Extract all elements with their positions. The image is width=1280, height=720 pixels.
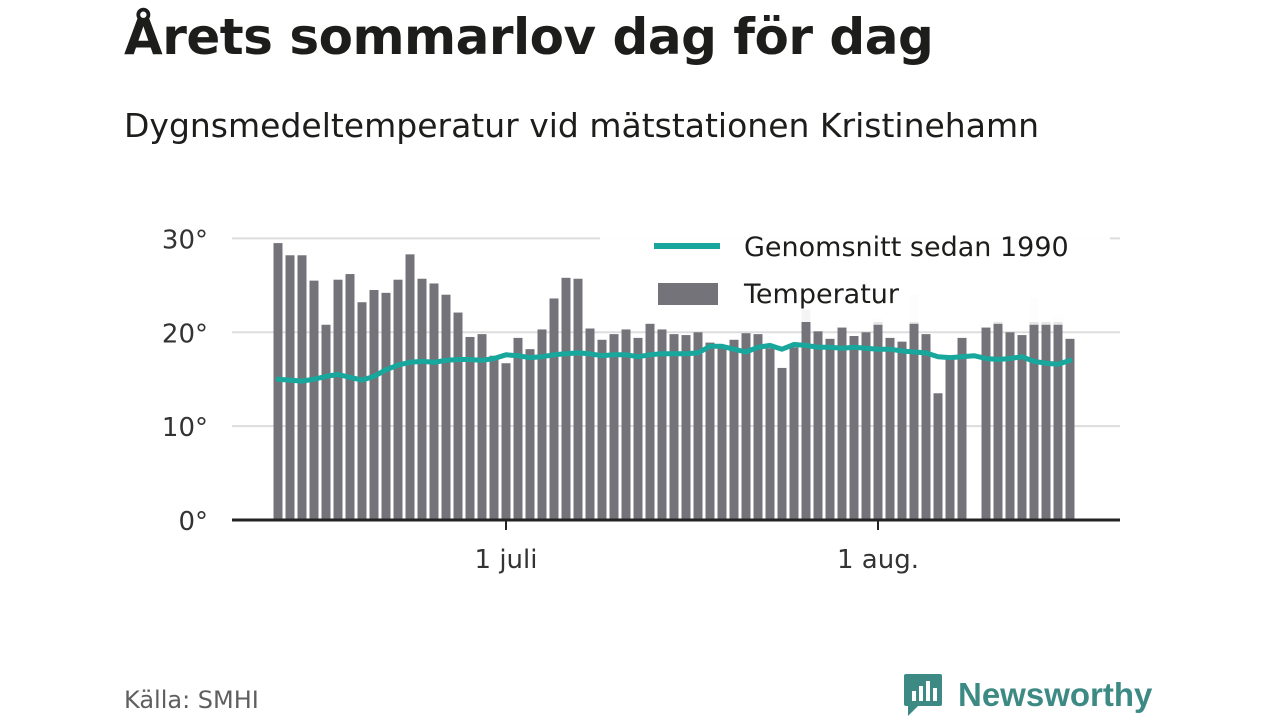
temperature-bar [633, 337, 643, 520]
temperature-bar [333, 279, 343, 520]
temperature-bar [597, 339, 607, 520]
temperature-bar [381, 292, 391, 520]
y-axis-ticks: 0° 10° 20° 30° [162, 225, 208, 537]
temperature-bar [705, 342, 715, 520]
legend: Genomsnitt sedan 1990 Temperatur [600, 222, 1110, 322]
temperature-bar [501, 363, 511, 520]
temperature-bar [789, 347, 799, 520]
temperature-bar [405, 254, 415, 520]
temperature-bar [777, 367, 787, 520]
temperature-bar [729, 339, 739, 520]
x-tick-label: 1 juli [475, 545, 538, 575]
temperature-bar [369, 290, 379, 520]
temperature-bar [285, 255, 295, 520]
temperature-bar [1065, 338, 1075, 520]
temperature-bar [1005, 332, 1015, 520]
temperature-bar [717, 345, 727, 520]
x-axis: 1 juli 1 aug. [232, 518, 1120, 575]
temperature-bar [981, 327, 991, 520]
temperature-bar [621, 329, 631, 520]
temperature-bar [753, 334, 763, 520]
average-line-group [275, 342, 1073, 384]
temperature-bars [273, 243, 1075, 521]
brand-name: Newsworthy [958, 676, 1153, 713]
legend-background [600, 222, 1110, 322]
temperature-bar [417, 278, 427, 520]
temperature-bar [1017, 335, 1027, 520]
temperature-bar [873, 324, 883, 520]
chart-title: Årets sommarlov dag för dag [124, 8, 934, 66]
temperature-bar [441, 294, 451, 520]
newsworthy-logo: Newsworthy [902, 672, 1152, 718]
x-tick-label: 1 aug. [837, 545, 919, 575]
y-tick-label: 30° [162, 225, 208, 255]
temperature-bar [945, 357, 955, 520]
temperature-bar [1029, 324, 1039, 520]
temperature-bar [561, 277, 571, 520]
temperature-bar [837, 327, 847, 520]
temperature-bar [393, 279, 403, 520]
temperature-bar [585, 328, 595, 520]
temperature-bar [573, 278, 583, 520]
temperature-bar [357, 302, 367, 520]
temperature-bar [477, 334, 487, 520]
temperature-bar [693, 332, 703, 520]
temperature-bar [813, 331, 823, 520]
temperature-bar [921, 334, 931, 520]
temperature-bar [825, 338, 835, 520]
temperature-bar [513, 337, 523, 520]
temperature-bar [645, 323, 655, 520]
legend-average-label: Genomsnitt sedan 1990 [744, 232, 1069, 263]
temperature-bar [909, 323, 919, 520]
temperature-chart: 0° 10° 20° 30° 1 juli 1 aug. Genomsnitt seda… [161, 222, 1120, 575]
temperature-bar [861, 332, 871, 520]
temperature-bar [1053, 324, 1063, 520]
chart-subtitle: Dygnsmedeltemperatur vid mätstationen Kr… [124, 106, 1040, 145]
source-note: Källa: SMHI [124, 686, 259, 714]
temperature-bar [549, 298, 559, 520]
temperature-bar [657, 329, 667, 520]
temperature-bar [429, 283, 439, 520]
temperature-bar [765, 348, 775, 520]
temperature-bar [453, 312, 463, 520]
temperature-bar [297, 255, 307, 520]
temperature-bar [525, 349, 535, 520]
temperature-bar [345, 274, 355, 520]
temperature-bar [537, 329, 547, 520]
temperature-bar [489, 355, 499, 520]
legend-temperature-swatch [658, 283, 718, 305]
temperature-bar [957, 337, 967, 520]
temperature-bar [933, 393, 943, 520]
temperature-bar [465, 336, 475, 520]
temperature-bar [321, 324, 331, 520]
temperature-bar [669, 334, 679, 520]
temperature-bar [681, 335, 691, 520]
y-tick-label: 0° [178, 507, 208, 537]
temperature-bar [993, 323, 1003, 520]
temperature-bar [885, 337, 895, 520]
y-tick-label: 10° [162, 413, 208, 443]
legend-temperature-label: Temperatur [743, 279, 900, 310]
newsworthy-icon [904, 674, 942, 716]
temperature-bar [801, 309, 811, 520]
temperature-bar [897, 341, 907, 520]
temperature-bar [1041, 324, 1051, 520]
temperature-bar [609, 334, 619, 520]
y-tick-label: 20° [162, 319, 208, 349]
temperature-bar [849, 336, 859, 520]
temperature-bar [309, 280, 319, 520]
average-line [275, 342, 1073, 384]
temperature-bar [741, 333, 751, 520]
